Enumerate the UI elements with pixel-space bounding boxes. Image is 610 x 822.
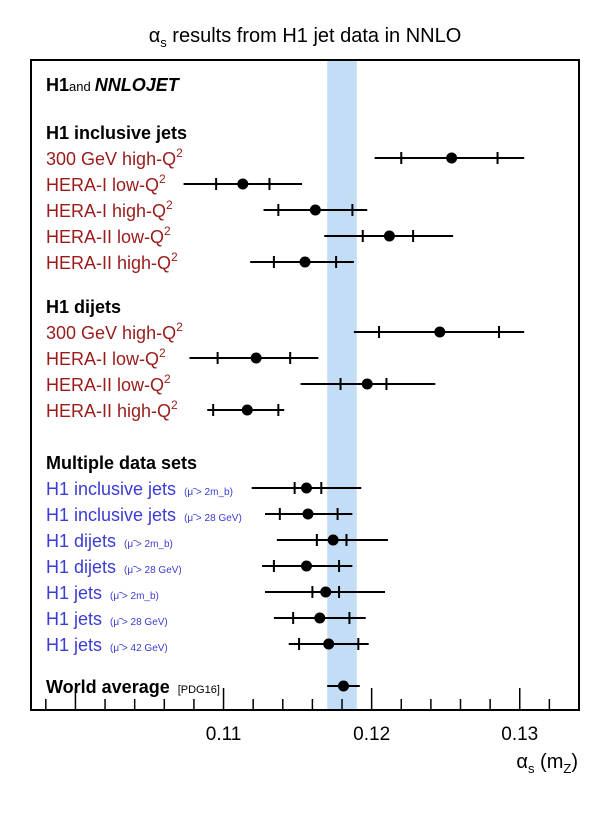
data-point [446,152,458,164]
row-label-sup: 2 [176,320,183,334]
row-label-text: 300 GeV high-Q [46,149,176,169]
data-point [300,560,312,572]
xlabel-alpha: α [516,751,528,773]
brand-h1: H1 [46,75,69,95]
x-axis-label: αs (mZ) [516,751,578,776]
xlabel-close: ) [571,751,578,773]
row-label-sup: 2 [171,398,178,412]
row-label: HERA-II low-Q2 [46,372,171,395]
data-point [300,482,312,494]
row-label: H1 dijets (μ̃ > 2m_b) [46,531,173,551]
row-label-note: (μ̃ > 28 GeV) [124,565,182,576]
row-label-text: HERA-I low-Q [46,349,159,369]
row-label: HERA-II high-Q2 [46,398,178,421]
data-point [314,612,326,624]
row-label-text: 300 GeV high-Q [46,323,176,343]
title-alpha: α [149,25,161,47]
row-label-sup: 2 [164,372,171,386]
row-label: H1 dijets (μ̃ > 28 GeV) [46,557,182,577]
row-label-text: HERA-II high-Q [46,253,171,273]
data-point [309,204,321,216]
data-point [338,680,350,692]
brand-line: H1and NNLOJET [46,75,181,95]
brand-nnlojet: NNLOJET [95,75,181,95]
row-label: 300 GeV high-Q2 [46,320,183,343]
xlabel-sub2: Z [563,761,571,776]
row-label: H1 jets (μ̃ > 28 GeV) [46,609,168,629]
row-label-text: HERA-II high-Q [46,401,171,421]
row-label-text: H1 inclusive jets [46,505,176,525]
row-label-sup: 2 [159,172,166,186]
data-point [237,178,249,190]
x-tick-label: 0.13 [501,724,538,745]
data-point [241,404,253,416]
title-sub: s [160,35,167,50]
x-tick-label: 0.11 [206,724,242,745]
row-label-sup: 2 [159,346,166,360]
row-label-text: HERA-I low-Q [46,175,159,195]
data-point [383,230,395,242]
row-label-note: (μ̃ > 2m_b) [110,591,159,602]
data-point [361,378,373,390]
data-point [250,352,262,364]
plot-frame [30,59,580,711]
section-heading: H1 inclusive jets [46,123,187,143]
row-label-text: HERA-I high-Q [46,201,166,221]
row-label-note: (μ̃ > 2m_b) [124,539,173,550]
row-label: HERA-I low-Q2 [46,346,166,369]
row-label-text: H1 jets [46,583,102,603]
row-label: H1 inclusive jets (μ̃ > 28 GeV) [46,505,242,525]
row-label-text: H1 jets [46,635,102,655]
row-label-note: (μ̃ > 28 GeV) [110,617,168,628]
chart-title: αs results from H1 jet data in NNLO [149,25,462,50]
row-label: H1 jets (μ̃ > 42 GeV) [46,635,168,655]
brand-and: and [69,79,91,94]
data-point [299,256,311,268]
row-label-note: (μ̃ > 2m_b) [184,487,233,498]
xlabel-sub: s [528,761,535,776]
title-rest: results from H1 jet data in NNLO [167,25,462,47]
row-label-note: (μ̃ > 42 GeV) [110,643,168,654]
row-label-note: (μ̃ > 28 GeV) [184,513,242,524]
row-label: H1 jets (μ̃ > 2m_b) [46,583,159,603]
row-label: H1 inclusive jets (μ̃ > 2m_b) [46,479,233,499]
data-point [327,534,339,546]
x-tick-label: 0.12 [353,724,390,745]
x-axis-ticks: 0.11 0.12 0.13 [45,688,580,745]
data-point [320,586,332,598]
row-label-text: World average [46,677,170,697]
row-label-text: H1 dijets [46,531,116,551]
data-point [434,326,446,338]
section-heading: Multiple data sets [46,453,197,473]
row-label-sup: 2 [164,224,171,238]
row-label: HERA-I low-Q2 [46,172,166,195]
row-label: 300 GeV high-Q2 [46,146,183,169]
row-label: HERA-II low-Q2 [46,224,171,247]
section-heading: H1 dijets [46,297,121,317]
row-label: HERA-I high-Q2 [46,198,173,221]
row-label: HERA-II high-Q2 [46,250,178,273]
data-point [323,638,335,650]
xlabel-open: (m [534,751,563,773]
row-label: World average [PDG16] [46,677,220,697]
row-label-text: HERA-II low-Q [46,227,164,247]
row-label-text: H1 dijets [46,557,116,577]
row-label-text: H1 jets [46,609,102,629]
row-label-sup: 2 [171,250,178,264]
row-label-text: H1 inclusive jets [46,479,176,499]
data-point [302,508,314,520]
row-label-note: [PDG16] [178,684,220,696]
row-label-sup: 2 [166,198,173,212]
row-label-sup: 2 [176,146,183,160]
row-label-text: HERA-II low-Q [46,375,164,395]
